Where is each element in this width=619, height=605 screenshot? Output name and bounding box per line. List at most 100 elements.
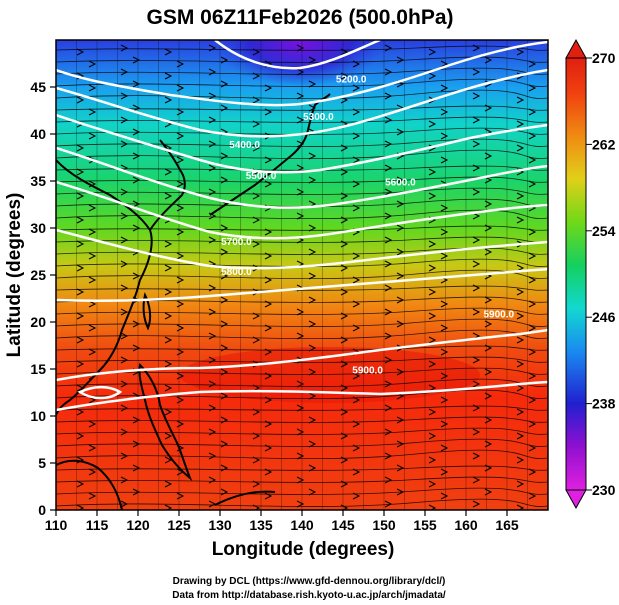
wind-arrow [164, 312, 173, 320]
wind-arrow [516, 480, 525, 488]
wind-arrow [176, 108, 185, 116]
wind-arrow [296, 92, 305, 100]
coastline-japan [209, 93, 331, 216]
wind-arrow [164, 360, 173, 368]
x-tick-label: 165 [495, 517, 519, 533]
y-tick-label: 5 [38, 455, 46, 471]
wind-arrow [88, 492, 97, 500]
wind-arrow [76, 456, 85, 464]
wind-arrow [340, 384, 349, 392]
wind-arrow [352, 444, 361, 452]
wind-arrow [384, 212, 393, 220]
wind-arrow [296, 404, 305, 412]
wind-arrow [428, 240, 437, 248]
wind-arrow [132, 200, 141, 208]
wind-arrow [252, 336, 261, 344]
contour-label: 5700.0 [221, 237, 252, 248]
wind-arrow [296, 188, 305, 196]
wind-arrow [440, 156, 449, 164]
streamline [56, 438, 548, 447]
wind-arrow [264, 324, 273, 332]
wind-arrow [384, 140, 393, 148]
wind-arrow [516, 216, 525, 224]
wind-arrow [472, 284, 481, 292]
wind-arrow [352, 180, 361, 188]
y-axis: 0 5 10 15 20 25 30 35 40 45 [30, 79, 56, 518]
streamline [56, 209, 548, 220]
contour-label: 5400.0 [229, 140, 260, 151]
wind-arrow [132, 344, 141, 352]
streamline [56, 45, 548, 51]
wind-arrow [120, 356, 129, 364]
wind-arrow [396, 464, 405, 472]
wind-arrow [76, 96, 85, 104]
wind-arrow [440, 84, 449, 92]
wind-arrow [132, 320, 141, 328]
wind-arrow [76, 48, 85, 56]
streamline [56, 405, 548, 411]
wind-arrow [472, 404, 481, 412]
wind-arrow [176, 276, 185, 284]
wind-arrow [120, 380, 129, 388]
wind-arrow [340, 48, 349, 56]
wind-arrow [132, 104, 141, 112]
wind-arrow [76, 432, 85, 440]
wind-arrow [132, 152, 141, 160]
wind-arrow [120, 428, 129, 436]
wind-arrow [516, 144, 525, 152]
wind-arrow [396, 176, 405, 184]
streamline [56, 78, 548, 87]
wind-arrow [208, 44, 217, 52]
wind-arrow [352, 60, 361, 68]
streamline [56, 247, 548, 255]
wind-arrow [264, 84, 273, 92]
colorbar-tick-label: 262 [592, 136, 616, 152]
wind-arrow [296, 500, 305, 508]
wind-arrow [220, 368, 229, 376]
wind-arrow [120, 92, 129, 100]
wind-arrow [516, 456, 525, 464]
colorbar-scale [565, 57, 587, 491]
wind-arrow [516, 312, 525, 320]
wind-arrow [396, 320, 405, 328]
wind-arrow [428, 360, 437, 368]
wind-arrow [176, 132, 185, 140]
wind-arrow [484, 368, 493, 376]
streamline [56, 258, 548, 267]
wind-arrow [516, 384, 525, 392]
wind-arrow [252, 120, 261, 128]
wind-arrow [308, 104, 317, 112]
wind-arrow [396, 56, 405, 64]
wind-arrow [484, 320, 493, 328]
wind-arrow [264, 492, 273, 500]
wind-arrow [296, 476, 305, 484]
wind-arrow [472, 44, 481, 52]
wind-arrow [308, 464, 317, 472]
y-tick-label: 45 [30, 79, 46, 95]
wind-arrow [88, 300, 97, 308]
x-tick-label: 135 [249, 517, 273, 533]
wind-arrow [428, 480, 437, 488]
x-tick-label: 130 [208, 517, 232, 533]
wind-arrow [340, 456, 349, 464]
wind-arrow [296, 380, 305, 388]
wind-arrow [296, 452, 305, 460]
wind-arrow [220, 296, 229, 304]
wind-arrow [164, 408, 173, 416]
x-tick-label: 140 [290, 517, 314, 533]
wind-arrow [528, 324, 537, 332]
wind-arrow [440, 108, 449, 116]
wind-arrow [440, 60, 449, 68]
wind-arrow [208, 452, 217, 460]
contour-label: 5200.0 [336, 74, 367, 85]
streamline [56, 225, 548, 231]
wind-arrow [296, 44, 305, 52]
wind-arrow [472, 92, 481, 100]
wind-arrow [88, 468, 97, 476]
coastline-borneo [56, 459, 123, 510]
wind-arrow [208, 116, 217, 124]
wind-arrow [440, 300, 449, 308]
wind-arrow [120, 212, 129, 220]
wind-arrow [440, 444, 449, 452]
